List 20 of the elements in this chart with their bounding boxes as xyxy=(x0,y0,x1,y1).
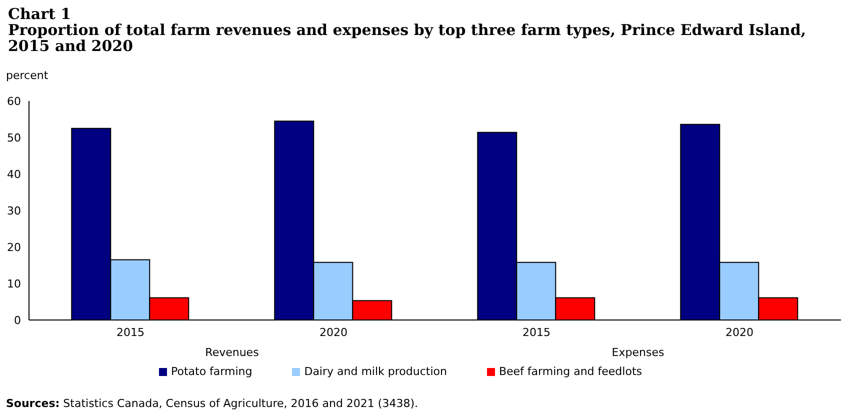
y-tick-label: 30 xyxy=(7,204,21,218)
text: Expenses xyxy=(610,346,666,359)
text: Revenues xyxy=(204,346,260,359)
legend-label: Potato farming xyxy=(170,365,252,378)
chart-title: Chart 1 xyxy=(8,5,72,23)
y-tick-label: 50 xyxy=(7,131,21,144)
source-note: Sources: Statistics Canada, Census of Agriculture, 2016 and 2021 (3438). xyxy=(6,397,418,410)
y-tick-label: 20 xyxy=(7,240,21,254)
x-tick-label: 2020 xyxy=(320,326,348,339)
y-tick-label: 0 xyxy=(14,314,21,327)
y-axis-title: percent xyxy=(6,69,48,82)
legend-label: Dairy and milk production xyxy=(304,365,447,378)
x-tick-label: 2020 xyxy=(726,326,754,339)
x-tick-label: 2015 xyxy=(116,326,144,339)
x-tick-label: 2015 xyxy=(522,326,550,339)
y-tick-label: 40 xyxy=(7,168,21,181)
y-tick-label: 60 xyxy=(7,94,21,108)
y-tick-label: 10 xyxy=(7,277,21,290)
chart-subtitle: Proportion of total farm revenues and expenses by top three farm types, Prince Edward Island, 2015 and 2020 xyxy=(8,21,808,55)
legend-label: Beef farming and feedlots xyxy=(498,365,642,378)
